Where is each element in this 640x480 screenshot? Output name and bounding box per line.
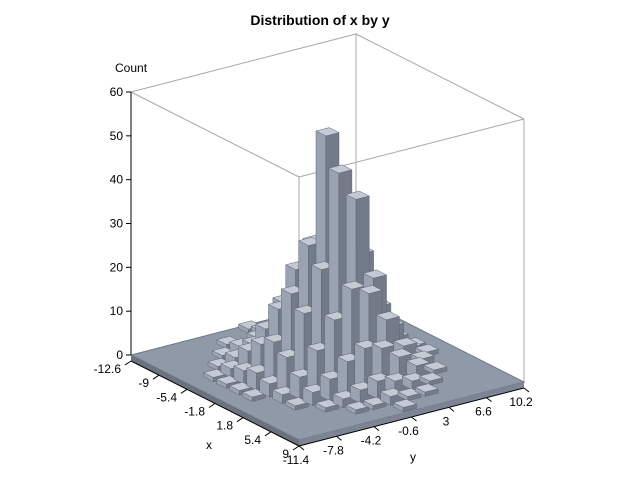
x-tick-mark [180,388,188,394]
x-tick-label: 1.8 [216,419,233,433]
y-tick-mark [523,387,530,393]
bar-face-top [315,127,340,137]
chart-title: Distribution of x by y [250,12,389,28]
box-edge-top-back [130,33,357,93]
y-axis-label: y [410,450,416,464]
y-tick-label: 3 [443,414,450,428]
axes-group: Count x y 0 10 20 30 40 50 60 -12.6 -9 -5.4 -1.8 1.… [94,61,533,467]
y-tick-label: -0.6 [398,424,419,438]
x-tick-label: -1.8 [184,405,205,419]
box-edge-top-left [130,91,300,178]
x-tick-mark [264,431,272,437]
bar-face-top [414,343,440,353]
x-tick-mark [124,360,132,366]
y-tick-mark [411,416,417,422]
x-axis-label: x [206,438,212,452]
y-tick-label: 10.2 [509,395,533,409]
x-tick-label: 5.4 [244,433,261,447]
y-tick-mark [486,397,492,403]
bar-face-top [375,311,401,321]
bar-face-top [418,372,444,382]
x-tick-mark [292,445,300,451]
x-tick-mark [208,403,216,408]
z-tick-label: 40 [110,173,124,187]
bar-face-top [414,383,439,393]
y-tick-mark [373,426,380,432]
x-tick-mark [152,374,160,380]
z-tick-label: 0 [116,348,123,362]
z-tick-label: 10 [110,304,124,318]
y-tick-mark [298,445,305,451]
y-tick-label: -11.4 [283,453,310,467]
x-tick-label: 9 [282,447,289,461]
y-tick-label: -4.2 [361,434,382,448]
x-tick-label: -5.4 [156,390,177,404]
bar-face-top [392,398,418,408]
box-edge-top-right [355,33,525,120]
z-tick-label: 60 [110,85,124,99]
histogram-bar [423,361,448,375]
bar-face-top [423,361,448,371]
histogram-bar [414,383,439,397]
x-axis-line [130,360,300,447]
y-tick-mark [336,435,342,441]
x-tick-label: -9 [138,376,149,390]
bar-face-top [358,285,383,294]
y-tick-label: -7.8 [323,443,344,457]
histogram-bar [418,372,444,386]
bar-face-top [328,164,353,174]
y-tick-label: 6.6 [475,405,492,419]
histogram-bar [392,398,418,413]
floor-side-right [299,382,524,446]
z-tick-label: 20 [110,260,124,274]
z-tick-label: 50 [110,129,124,143]
z-axis-label: Count [115,61,148,75]
bar-face-top [405,357,431,367]
bar-face-top [410,350,435,360]
bar-face-top [393,337,418,347]
y-axis-line [298,387,525,447]
z-tick-label: 30 [110,217,124,231]
bar-face-top [345,190,370,200]
bar-face-top [362,269,388,279]
floor-side-left [131,355,299,446]
x-tick-label: -12.6 [94,362,122,376]
bars-group [202,127,448,415]
y-tick-mark [448,406,455,412]
x-tick-mark [236,417,244,423]
